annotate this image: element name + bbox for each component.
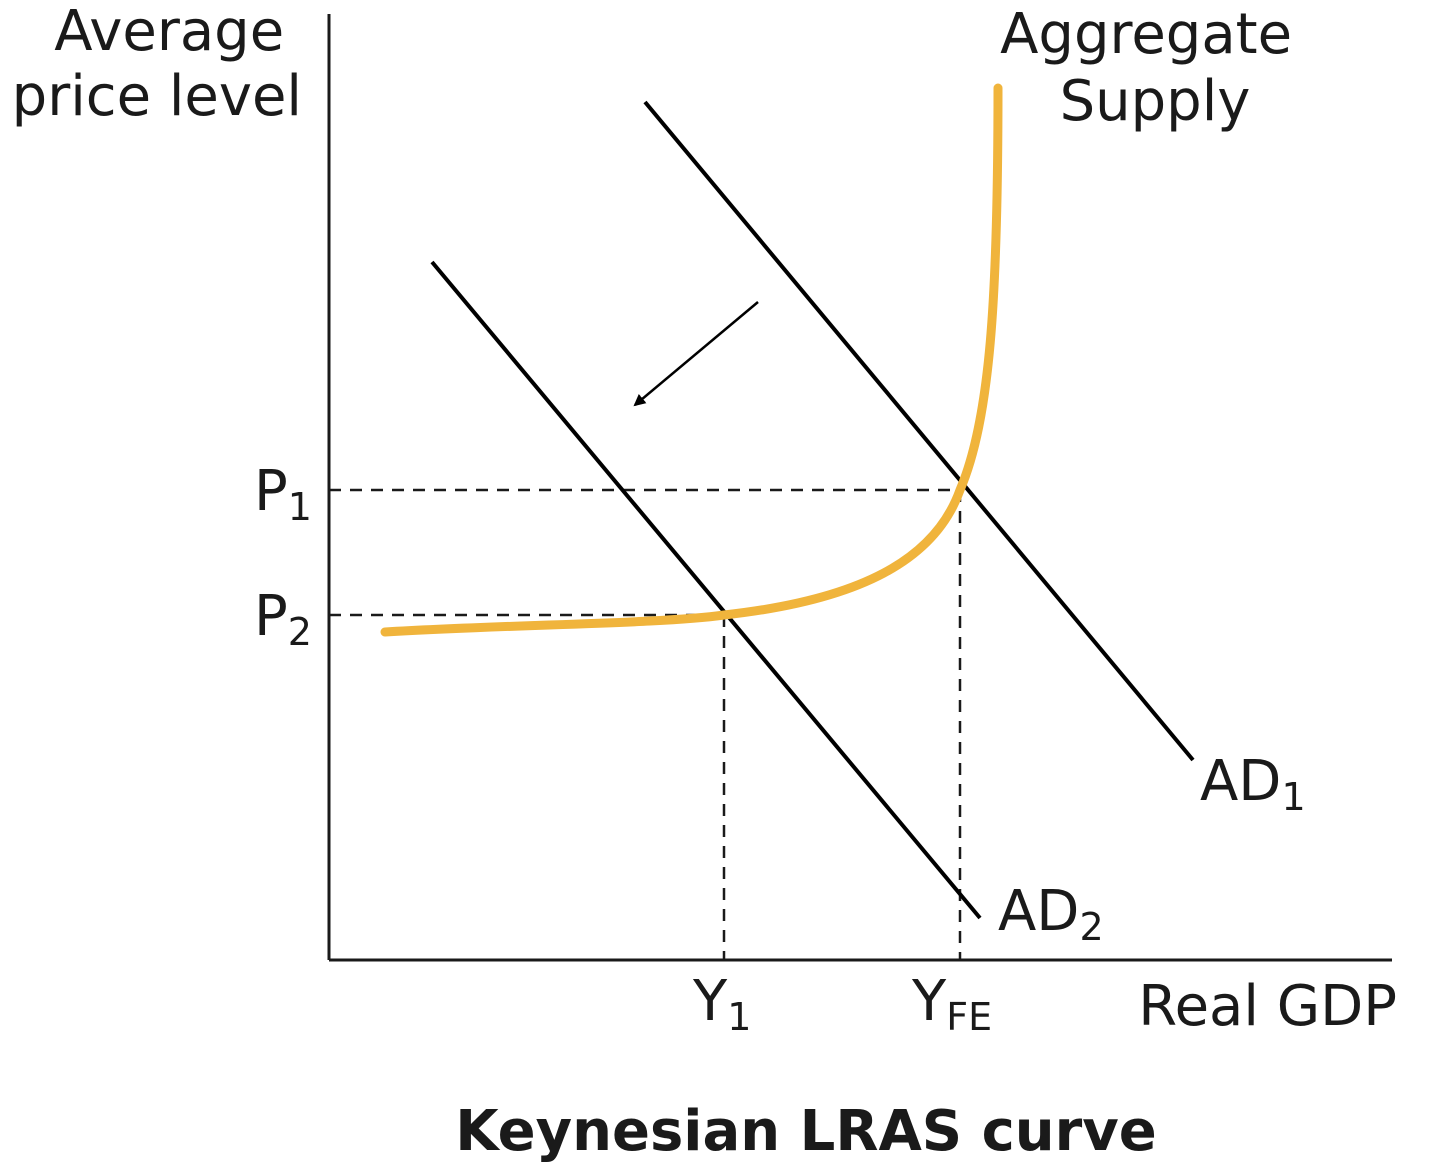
p2-label-main: P: [254, 584, 288, 649]
p1-label-sub: 1: [288, 485, 312, 529]
x-axis-label: Real GDP: [1138, 974, 1397, 1039]
aggregate-supply-curve: [380, 83, 1003, 637]
y-axis-label-line2: price level: [12, 64, 302, 129]
ad2-label-sub: 2: [1079, 905, 1103, 949]
yfe-label: YFE: [911, 969, 992, 1039]
diagram-title: Keynesian LRAS curve: [455, 1099, 1157, 1164]
p1-label-main: P: [254, 459, 288, 524]
y-axis-label-line1: Average: [54, 0, 284, 64]
p2-label: P2: [254, 584, 312, 654]
ad2-curve: [430, 260, 982, 920]
y1-label-sub: 1: [727, 995, 751, 1039]
p1-label: P1: [254, 459, 312, 529]
yfe-label-main: Y: [911, 969, 947, 1034]
yfe-label-sub: FE: [946, 995, 992, 1039]
aggregate-supply-label-line1: Aggregate: [1000, 2, 1292, 67]
shift-arrow: [633, 301, 759, 407]
ad2-label: AD2: [998, 879, 1104, 949]
p2-label-sub: 2: [288, 610, 312, 654]
aggregate-supply-label-line2: Supply: [1060, 69, 1251, 134]
ad1-curve: [643, 100, 1195, 762]
ad1-label: AD1: [1200, 749, 1306, 819]
y1-label: Y1: [692, 969, 751, 1039]
aggregate-supply-label: Aggregate Supply: [1000, 2, 1310, 134]
y1-label-main: Y: [692, 969, 728, 1034]
ad1-label-main: AD: [1200, 749, 1281, 814]
y-axis-label: Average price level: [12, 0, 302, 129]
ad2-label-main: AD: [998, 879, 1079, 944]
ad1-label-sub: 1: [1281, 775, 1305, 819]
